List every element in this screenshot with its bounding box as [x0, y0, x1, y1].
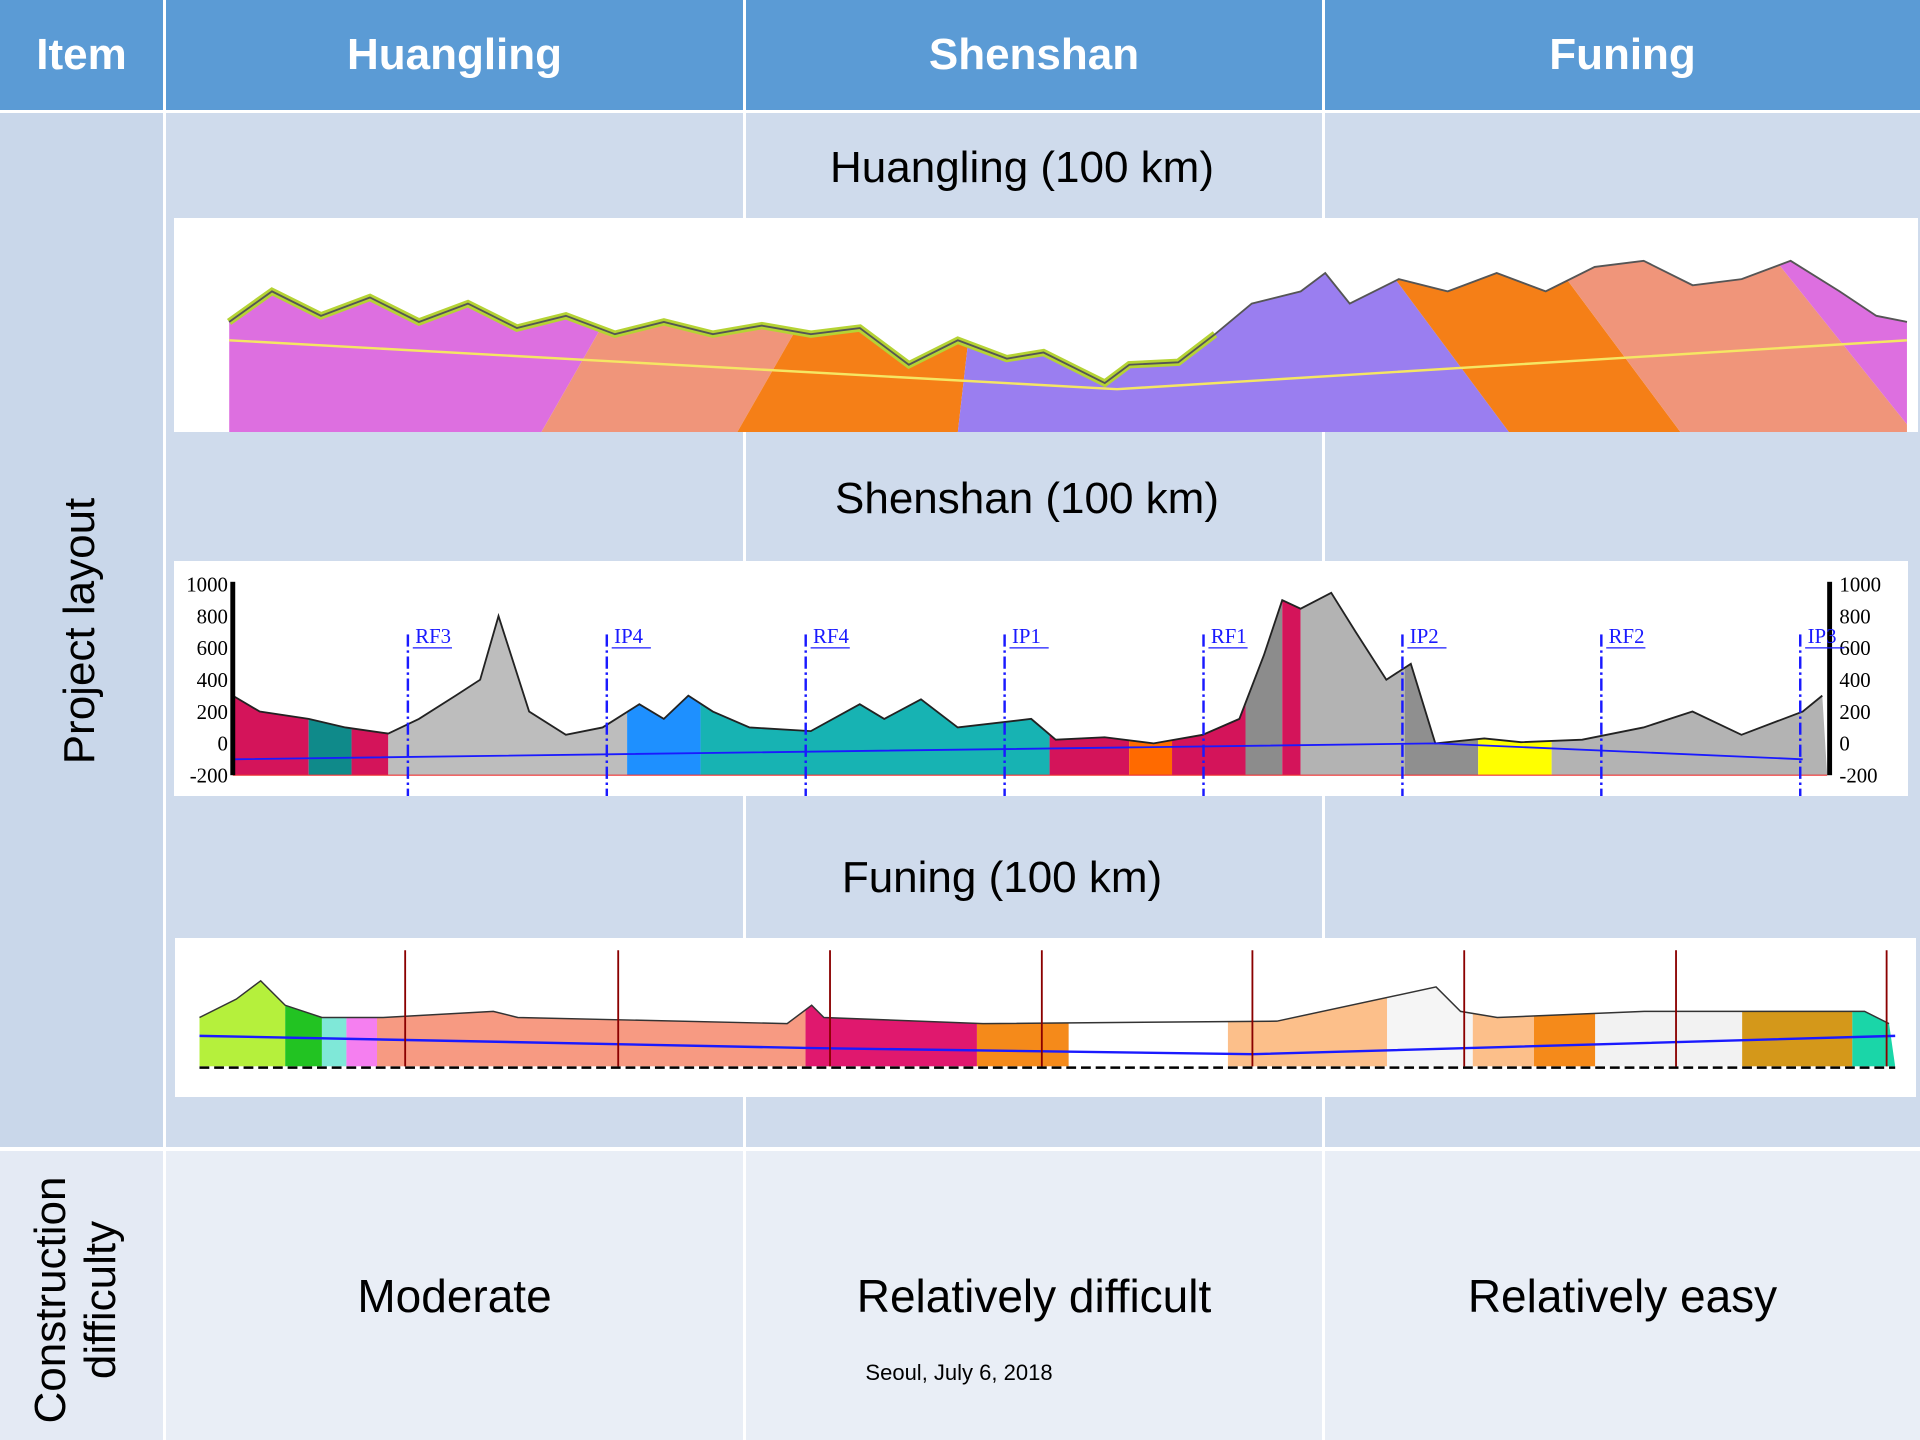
depth-tick-label: 0	[217, 732, 227, 756]
depth-tick-label: 400	[197, 668, 228, 692]
marker-label: RF3	[415, 624, 451, 648]
depth-tick-label: -200	[190, 764, 228, 788]
depth-tick-label: -200	[1839, 764, 1877, 788]
row-label-cell	[0, 1151, 163, 1440]
profile-title: Huangling (100 km)	[830, 143, 1214, 192]
profile-title: Funing (100 km)	[841, 853, 1163, 902]
row-label: Project layout	[55, 497, 104, 765]
header-cell: Shenshan	[746, 0, 1322, 110]
depth-tick-label: 600	[1839, 636, 1870, 660]
depth-tick-label: 1000	[1839, 573, 1881, 597]
funing-profile	[175, 938, 1916, 1097]
depth-tick-label: 400	[1839, 668, 1870, 692]
row-label-cell	[0, 113, 163, 1147]
difficulty: Moderate	[357, 1269, 552, 1322]
shenshan-profile: 1000 1000 800 800 600 600 400 400 200 200 0 0 -200 -2…	[174, 561, 1908, 796]
marker-label: IP1	[1012, 624, 1041, 648]
row-label: Construction difficulty	[26, 1176, 125, 1424]
marker-label: RF2	[1609, 624, 1645, 648]
footer: Seoul, July 6, 2018	[865, 1360, 1053, 1385]
profile-title: Shenshan (100 km)	[835, 474, 1219, 523]
depth-tick-label: 600	[197, 636, 228, 660]
cell: Relatively easy	[1325, 1151, 1920, 1440]
marker-label: RF4	[813, 624, 849, 648]
depth-tick-label: 800	[1839, 604, 1870, 628]
difficulty: Relatively easy	[1467, 1269, 1778, 1322]
header-cell: Funing	[1325, 0, 1920, 110]
marker-label: IP4	[614, 624, 643, 648]
huangling-profile	[174, 218, 1918, 432]
depth-tick-label: 0	[1839, 732, 1849, 756]
depth-tick-label: 800	[197, 604, 228, 628]
header-cell: Huangling	[166, 0, 743, 110]
depth-tick-label: 200	[1839, 700, 1870, 724]
marker-label: RF1	[1211, 624, 1247, 648]
header-cell: Item	[0, 0, 163, 110]
depth-tick-label: 1000	[186, 573, 228, 597]
depth-tick-label: 200	[197, 700, 228, 724]
marker-label: IP2	[1410, 624, 1439, 648]
marker-label: IP3	[1808, 624, 1837, 648]
cell: Moderate	[166, 1151, 743, 1440]
difficulty: Relatively difficult	[856, 1269, 1212, 1322]
cell: Relatively difficult	[746, 1151, 1322, 1440]
